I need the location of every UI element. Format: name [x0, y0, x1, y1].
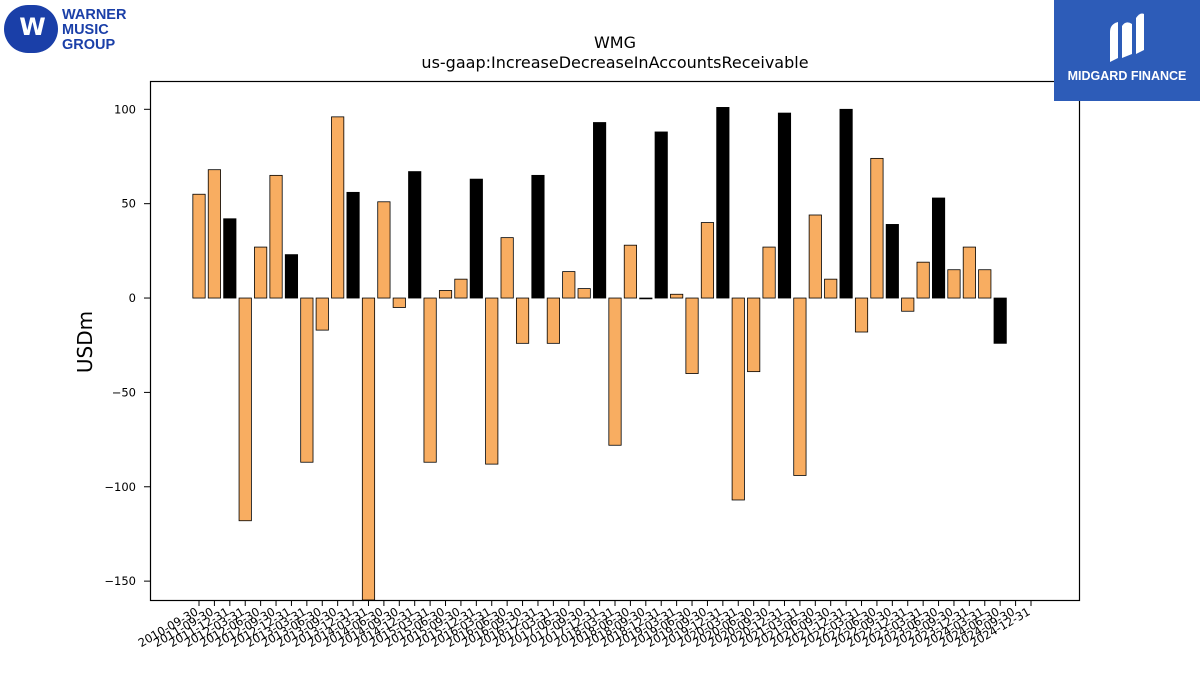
bar-2023-06-30	[931, 197, 946, 299]
y-tick-label: −150	[104, 574, 136, 588]
bar-2015-09-30	[454, 278, 468, 299]
chart-title: WMG	[594, 33, 636, 52]
bar-2013-03-31	[300, 297, 314, 463]
bar-2021-03-31	[793, 297, 807, 476]
bar-2017-12-31	[593, 122, 607, 299]
bar-2020-03-31	[731, 297, 745, 501]
bar-2024-06-30	[993, 297, 1007, 344]
bar-2015-03-31	[423, 297, 437, 463]
bar-2017-09-30	[577, 288, 591, 299]
bar-2023-09-30	[947, 269, 961, 299]
bar-2012-12-31	[284, 254, 299, 299]
bar-2018-06-30	[623, 244, 637, 299]
plot-frame	[149, 80, 1081, 602]
midgard-mark-icon	[1110, 13, 1144, 62]
bar-2012-03-31	[238, 297, 252, 522]
bar-2020-09-30	[762, 246, 776, 299]
y-axis: 100 50 0 −50 −100 −150	[104, 102, 150, 588]
bar-2024-03-31	[978, 269, 992, 299]
bar-2013-06-30	[315, 297, 329, 331]
chart-subtitle: us-gaap:IncreaseDecreaseInAccountsReceiv…	[421, 53, 808, 72]
logo-word-warner: WARNER	[62, 7, 127, 23]
warner-music-group-logo: W WARNER MUSIC GROUP	[4, 5, 134, 57]
bar-2017-06-30	[562, 271, 576, 299]
bar-2015-06-30	[438, 290, 453, 299]
bar-2019-06-30	[685, 297, 699, 374]
wmg-badge-icon: W	[4, 5, 58, 53]
y-axis-label: USDm	[73, 311, 97, 373]
bar-2014-06-30	[377, 201, 391, 299]
bar-2012-06-30	[254, 246, 268, 299]
y-tick-label: −100	[104, 480, 136, 494]
bar-2020-12-31	[777, 112, 792, 299]
bar-2014-09-30	[392, 297, 406, 308]
bars-group	[192, 107, 1007, 601]
bar-2016-06-30	[500, 237, 514, 299]
bar-2011-12-31	[223, 218, 237, 299]
bar-2022-06-30	[870, 157, 884, 299]
bar-2020-06-30	[747, 297, 761, 373]
bar-2019-09-30	[700, 222, 715, 299]
bar-2019-03-31	[670, 293, 684, 299]
bar-2022-12-31	[901, 297, 915, 312]
bar-2018-09-30	[639, 297, 653, 300]
bar-2010-09-30	[192, 193, 206, 299]
y-tick-label: −50	[112, 385, 136, 399]
bar-2015-12-31	[469, 178, 483, 299]
bar-2016-12-31	[531, 174, 545, 299]
bar-2018-03-31	[608, 297, 622, 446]
bar-2021-06-30	[808, 214, 822, 299]
bar-2021-12-31	[839, 108, 853, 299]
logo-word-music: MUSIC	[62, 22, 109, 38]
bar-2016-03-31	[485, 297, 499, 465]
y-tick-label: 100	[114, 102, 136, 116]
logo-word-group: GROUP	[62, 37, 116, 53]
bar-2023-03-31	[916, 261, 930, 299]
y-tick-label: 0	[129, 291, 136, 305]
bar-2011-09-30	[207, 169, 221, 299]
bar-2019-12-31	[716, 107, 730, 299]
midgard-finance-text: MIDGARD FINANCE	[1067, 69, 1187, 83]
x-axis: 2010-09-302011-09-302011-12-312012-03-31…	[136, 600, 1033, 650]
bar-2016-09-30	[515, 297, 530, 344]
bar-2014-03-31	[361, 297, 376, 601]
bar-2013-12-31	[346, 191, 360, 299]
y-tick-label: 50	[121, 197, 136, 211]
bar-2018-12-31	[654, 131, 668, 299]
bar-2022-03-31	[854, 297, 869, 333]
bar-2012-09-30	[269, 174, 283, 299]
bar-2021-09-30	[824, 278, 838, 299]
bar-2014-12-31	[408, 171, 422, 299]
bar-2013-09-30	[331, 116, 345, 299]
bar-2023-12-31	[962, 246, 976, 299]
bar-2022-09-30	[885, 224, 899, 299]
bar-2017-03-31	[546, 297, 560, 344]
midgard-finance-logo: MIDGARD FINANCE	[1054, 0, 1200, 101]
